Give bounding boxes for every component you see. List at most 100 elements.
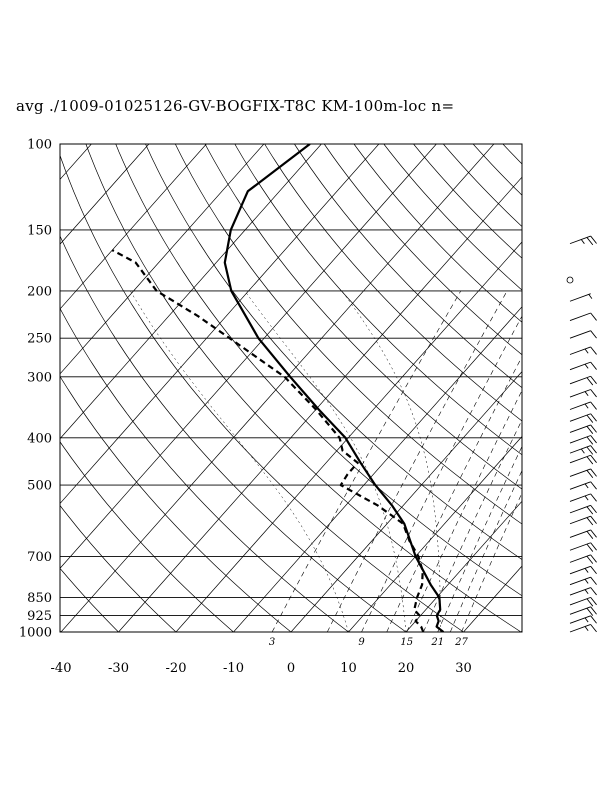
- dry-adiabat: [115, 144, 522, 597]
- dry-adiabat: [413, 144, 522, 259]
- isotherm-line: [60, 144, 150, 245]
- barb-feather: [590, 505, 597, 514]
- dry-adiabat: [234, 144, 522, 456]
- barb-feather: [590, 445, 597, 454]
- pressure-tick-label: 925: [27, 609, 52, 624]
- barb-shaft: [569, 435, 591, 444]
- barb-half-feather: [584, 363, 589, 369]
- wind-barb: [569, 542, 597, 552]
- dry-adiabat: [294, 144, 522, 389]
- barb-feather: [590, 389, 597, 398]
- isotherm-line: [60, 144, 495, 632]
- barb-feather: [586, 506, 594, 515]
- barb-shaft: [569, 504, 591, 514]
- barb-feather: [590, 346, 597, 355]
- barb-shaft: [569, 361, 591, 371]
- barb-shaft: [569, 454, 591, 464]
- sounding-profiles: [111, 144, 445, 632]
- wind-barb: [569, 413, 597, 423]
- barb-feather: [590, 235, 597, 244]
- pressure-tick-label: 1000: [19, 626, 52, 641]
- barb-shaft: [569, 424, 591, 433]
- isotherm-line: [60, 144, 322, 440]
- wind-barb: [569, 375, 597, 386]
- wind-barb: [569, 587, 597, 596]
- barb-shaft: [569, 413, 591, 422]
- wind-barb: [569, 445, 597, 455]
- barb-feather: [590, 566, 597, 575]
- barb-shaft: [569, 606, 591, 615]
- barb-shaft: [569, 596, 591, 606]
- dry-adiabat: [353, 144, 522, 323]
- wind-barb: [566, 276, 574, 284]
- temperature-tick-label: -10: [223, 661, 244, 676]
- barb-feather: [586, 436, 594, 445]
- pressure-tick-label: 150: [27, 223, 52, 238]
- mixing-ratio-line: [461, 492, 522, 632]
- barb-feather: [586, 470, 594, 479]
- isotherm-line: [579, 144, 612, 632]
- dry-adiabat: [264, 144, 522, 422]
- barb-feather: [590, 624, 597, 633]
- barb-feather: [590, 454, 597, 463]
- barb-feather: [586, 426, 594, 434]
- barb-feather: [590, 424, 597, 433]
- barb-feather: [590, 597, 597, 606]
- plot-frame: [59, 143, 523, 633]
- barb-feather: [586, 456, 594, 465]
- background-lines: [60, 144, 612, 632]
- wind-barb: [569, 515, 597, 526]
- dry-adiabat: [85, 144, 522, 632]
- barb-feather: [590, 542, 597, 551]
- wind-barb: [569, 454, 597, 465]
- barb-feather: [590, 375, 597, 384]
- barb-feather: [586, 414, 594, 423]
- pressure-tick-label: 200: [27, 284, 52, 299]
- barb-shaft: [569, 445, 591, 454]
- wind-barb: [569, 312, 597, 321]
- barb-shaft: [569, 493, 591, 502]
- wind-barb: [569, 401, 597, 410]
- barb-shaft: [569, 401, 591, 410]
- barb-feather: [590, 515, 597, 524]
- isotherm-line: [118, 176, 522, 632]
- mixing-ratio-label: 3: [269, 637, 275, 648]
- barb-shaft: [569, 468, 591, 477]
- barb-feather: [590, 361, 597, 370]
- wind-barb: [569, 565, 597, 575]
- isotherm-line: [520, 630, 522, 632]
- barb-half-feather: [588, 294, 593, 299]
- dry-adiabat: [60, 441, 234, 632]
- barb-feather: [586, 555, 594, 564]
- barb-feather: [586, 530, 594, 539]
- dewpoint-profile: [111, 249, 425, 632]
- barb-half-feather: [584, 391, 589, 397]
- isotherm-line: [463, 565, 522, 632]
- barb-feather: [586, 237, 594, 246]
- mixing-ratio-line: [450, 469, 522, 632]
- wind-barb: [569, 361, 597, 371]
- barb-half-feather: [584, 403, 589, 409]
- temperature-tick-label: 0: [287, 661, 295, 676]
- mixing-ratio-label: 27: [454, 637, 468, 648]
- wind-barb: [569, 389, 597, 398]
- barb-half-feather: [584, 348, 589, 354]
- temperature-profile: [223, 144, 445, 632]
- barb-half-feather: [584, 483, 589, 489]
- mixing-ratio-line: [361, 315, 522, 632]
- isotherm-line: [233, 306, 522, 632]
- mixing-ratio-line: [386, 355, 522, 632]
- barb-shaft: [569, 529, 591, 538]
- barb-half-feather: [584, 617, 589, 623]
- barb-shaft: [569, 615, 591, 624]
- dry-adiabat: [60, 504, 177, 632]
- barb-half-feather: [584, 626, 589, 631]
- temperature-tick-label: -40: [51, 661, 72, 676]
- barb-feather: [590, 529, 597, 538]
- wind-barb: [569, 346, 597, 355]
- dry-adiabat: [145, 144, 522, 560]
- barb-shaft: [569, 293, 591, 302]
- wind-barb: [569, 424, 597, 434]
- wind-barb: [569, 596, 597, 607]
- wind-barb: [569, 529, 597, 539]
